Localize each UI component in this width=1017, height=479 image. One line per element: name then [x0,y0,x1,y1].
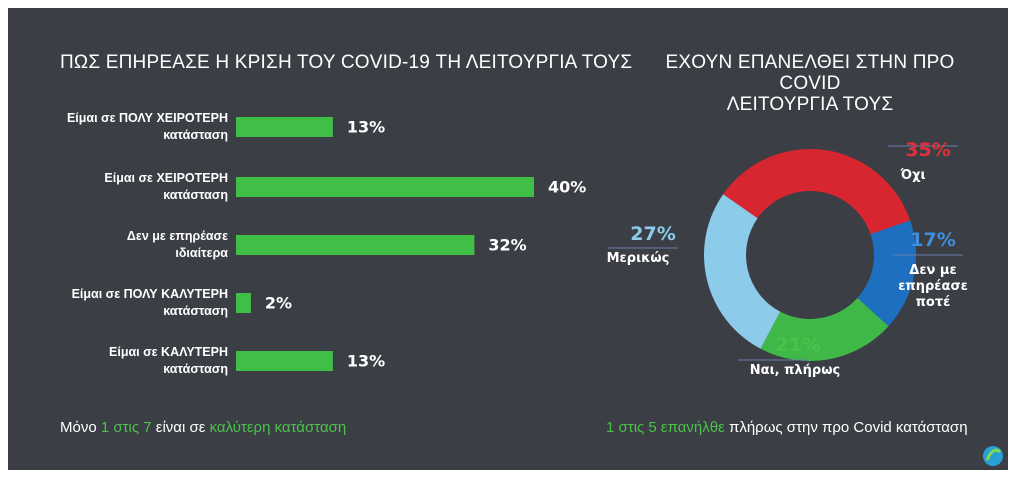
category-label: Είμαι σε ΧΕΙΡΟΤΕΡΗ κατάσταση [104,171,228,202]
donut-segment [857,220,916,327]
value-label: 40% [548,177,587,197]
bar [236,117,333,137]
category-label: Δεν με επηρέασε ποτέ [898,263,968,310]
donut-title: ΕΧΟΥΝ ΕΠΑΝΕΛΘΕΙ ΣΤΗΝ ΠΡΟ COVID ΛΕΙΤΟΥΡΓΙ… [665,52,955,115]
footnote: Μόνο 1 στις 7 είναι σε καλύτερη κατάστασ… [60,419,346,436]
bar-title: ΠΩΣ ΕΠΗΡΕΑΣΕ Η ΚΡΙΣΗ ΤΟΥ COVID-19 ΤΗ ΛΕΙ… [60,52,633,73]
logo [983,446,1003,466]
donut-segment [723,149,911,235]
percent-label: 27% [630,223,676,245]
footnote-part: 1 στις 5 επανήλθε [606,419,725,436]
footnote: 1 στις 5 επανήλθε πλήρως στην προ Covid … [606,419,968,436]
category-label: Είμαι σε ΠΟΛΥ ΚΑΛΥΤΕΡΗ κατάσταση [71,287,228,318]
bar [236,351,333,371]
percent-label: 17% [910,229,956,251]
footnote-part: 1 στις 7 [100,419,152,436]
bar [236,235,475,255]
footnote-part: Μόνο [60,419,101,436]
value-label: 13% [346,117,386,137]
percent-label: 21% [775,334,821,356]
category-label: Είμαι σε ΠΟΛΥ ΧΕΙΡΟΤΕΡΗ κατάσταση [66,111,228,142]
chart-canvas [236,117,1003,466]
donut-segment [704,194,781,349]
footnote-part: καλύτερη κατάσταση [209,419,347,436]
footnote-part: πλήρως στην προ Covid κατάσταση [724,419,968,436]
bar [236,293,251,313]
category-label: Ναι, πλήρως [749,363,841,378]
bar [236,177,534,197]
category-label: Είμαι σε ΚΑΛΥΤΕΡΗ κατάσταση [109,345,228,376]
category-label: Μερικώς [606,251,670,266]
donut-segment [760,297,889,361]
percent-label: 35% [905,139,951,161]
infographic: ΠΩΣ ΕΠΗΡΕΑΣΕ Η ΚΡΙΣΗ ΤΟΥ COVID-19 ΤΗ ΛΕΙ… [8,8,1008,470]
category-label: Δεν με επηρέασε ιδιαίτερα [126,229,228,260]
value-label: 2% [264,293,293,313]
category-label: Όχι [900,168,926,183]
value-label: 13% [346,351,386,371]
footnote-part: είναι σε [151,419,210,436]
value-label: 32% [488,235,527,255]
